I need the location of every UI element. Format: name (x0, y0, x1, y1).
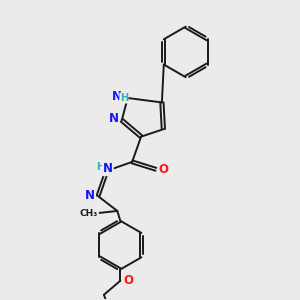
Text: H: H (120, 93, 128, 103)
Text: O: O (124, 274, 134, 287)
Text: CH₃: CH₃ (80, 209, 98, 218)
Text: N: N (112, 90, 122, 103)
Text: N: N (103, 162, 113, 175)
Text: O: O (158, 163, 168, 176)
Text: N: N (108, 112, 118, 125)
Text: N: N (85, 189, 95, 202)
Text: H: H (96, 162, 104, 172)
